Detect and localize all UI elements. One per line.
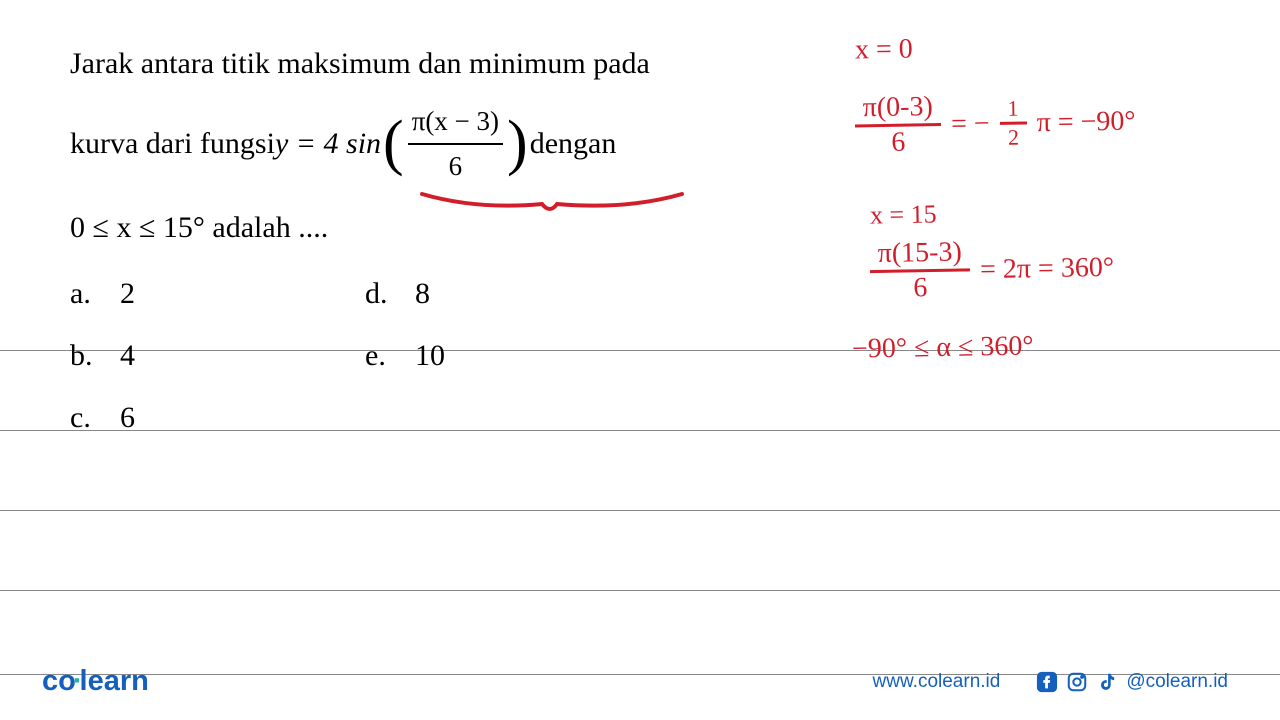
question-block: Jarak antara titik maksimum dan minimum … bbox=[70, 40, 720, 442]
hw-frac-1: π(0-3) 6 bbox=[854, 91, 941, 159]
hw-frac2-den: 2 bbox=[1000, 124, 1027, 150]
hw-frac3-num: π(15-3) bbox=[869, 236, 970, 273]
option-value-d: 8 bbox=[415, 270, 430, 318]
footer-handle: @colearn.id bbox=[1126, 671, 1228, 693]
question-line1: Jarak antara titik maksimum dan minimum … bbox=[70, 40, 720, 88]
footer-right: www.colearn.id @colearn.id bbox=[873, 671, 1228, 693]
open-paren: ( bbox=[383, 119, 404, 169]
handwriting-row3: x = 15 bbox=[870, 199, 937, 230]
footer-url: www.colearn.id bbox=[873, 671, 1001, 693]
handwriting-row5: −90° ≤ α ≤ 360° bbox=[852, 330, 1034, 365]
question-line2-prefix: kurva dari fungsi bbox=[70, 120, 275, 168]
function-lhs: y = 4 sin bbox=[275, 120, 381, 168]
function-argument: ( π(x − 3) 6 ) bbox=[383, 100, 528, 188]
option-value-a: 2 bbox=[120, 270, 135, 318]
instagram-icon bbox=[1066, 671, 1088, 693]
facebook-icon bbox=[1036, 671, 1058, 693]
option-label-e: e. bbox=[365, 332, 389, 380]
logo-learn: learn bbox=[80, 665, 149, 697]
hw-calc1-tail: π = −90° bbox=[1036, 105, 1135, 139]
hw-frac1-num: π(0-3) bbox=[854, 91, 941, 127]
option-value-e: 10 bbox=[415, 332, 445, 380]
footer: co·learn www.colearn.id @colearn.id bbox=[0, 665, 1280, 698]
close-paren: ) bbox=[507, 119, 528, 169]
footer-socials: @colearn.id bbox=[1036, 671, 1228, 693]
fraction: π(x − 3) 6 bbox=[408, 100, 503, 188]
hw-calc1-eq: = − bbox=[951, 108, 990, 141]
handwriting-row1: x = 0 bbox=[855, 33, 913, 66]
tiktok-icon bbox=[1096, 671, 1118, 693]
answer-options: a. 2 b. 4 c. 6 d. 8 e. 10 bbox=[70, 270, 720, 442]
handwriting-calc1: π(0-3) 6 = − 1 2 π = −90° bbox=[854, 88, 1136, 160]
fraction-numerator: π(x − 3) bbox=[408, 100, 503, 145]
option-label-c: c. bbox=[70, 394, 94, 442]
hw-frac-3: π(15-3) 6 bbox=[869, 236, 970, 305]
question-line2-suffix: dengan bbox=[530, 120, 617, 168]
option-label-a: a. bbox=[70, 270, 94, 318]
option-label-b: b. bbox=[70, 332, 94, 380]
question-line3: 0 ≤ x ≤ 15° adalah .... bbox=[70, 204, 720, 252]
brand-logo: co·learn bbox=[42, 665, 149, 698]
hw-frac-2: 1 2 bbox=[999, 95, 1027, 150]
option-value-b: 4 bbox=[120, 332, 135, 380]
hw-frac3-den: 6 bbox=[905, 272, 936, 305]
hw-calc2-tail: = 2π = 360° bbox=[980, 251, 1114, 285]
option-label-d: d. bbox=[365, 270, 389, 318]
fraction-denominator: 6 bbox=[445, 145, 467, 188]
hw-frac1-den: 6 bbox=[883, 126, 914, 159]
option-value-c: 6 bbox=[120, 394, 135, 442]
handwriting-calc2: π(15-3) 6 = 2π = 360° bbox=[869, 234, 1114, 305]
hw-frac2-num: 1 bbox=[999, 95, 1027, 124]
logo-co: co bbox=[42, 665, 76, 697]
question-line2: kurva dari fungsi y = 4 sin ( π(x − 3) 6… bbox=[70, 100, 720, 188]
